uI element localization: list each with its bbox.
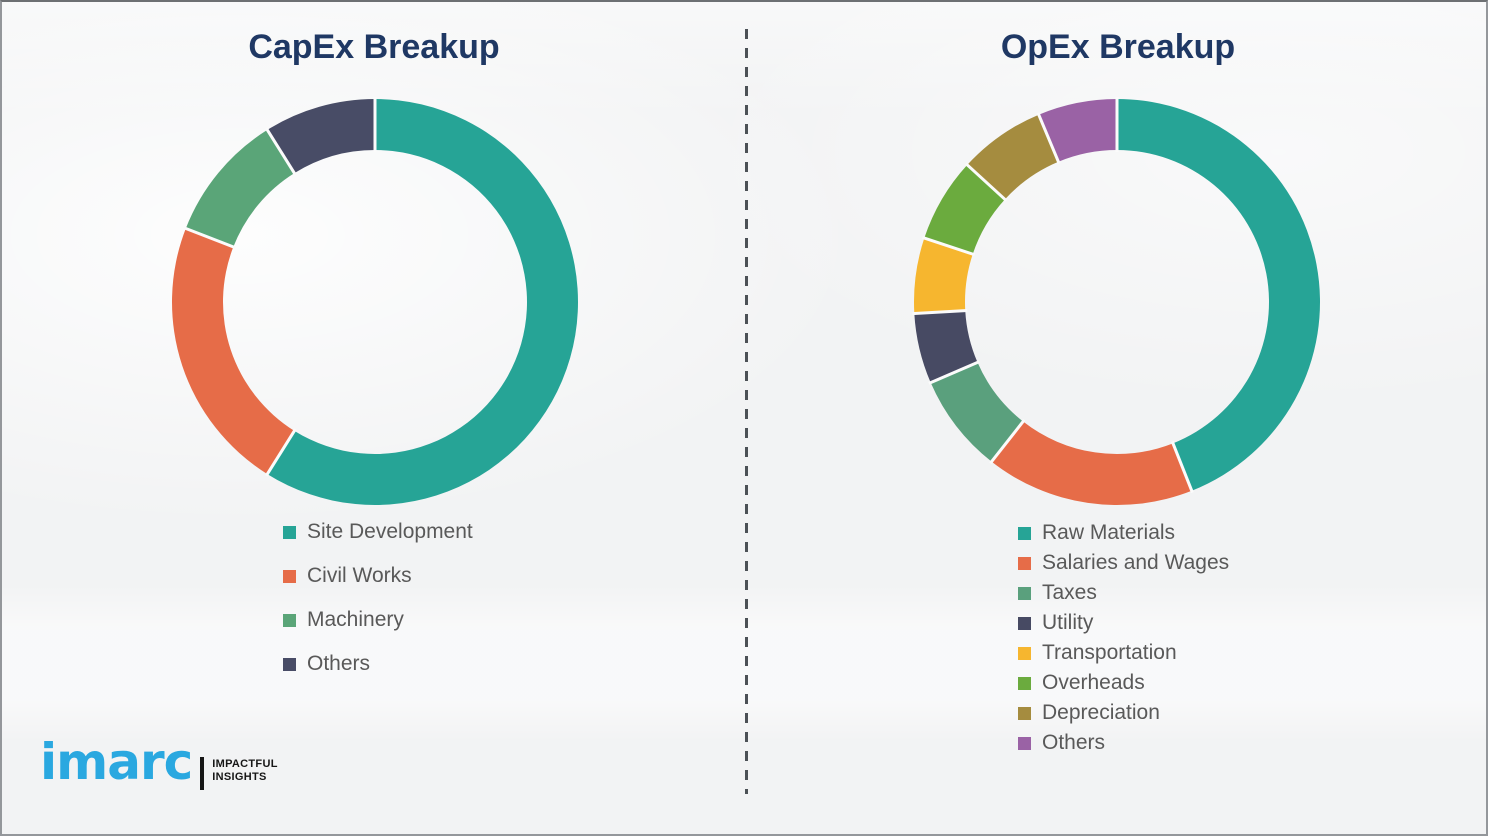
segment-separator: [964, 162, 1008, 202]
donut-segment-raw-materials: [1117, 99, 1320, 491]
imarc-logo: imarc IMPACTFUL INSIGHTS: [40, 736, 278, 790]
legend-label: Machinery: [307, 608, 404, 631]
donut-segment-site-development: [267, 99, 579, 505]
legend-label: Depreciation: [1042, 701, 1160, 724]
legend-item-others: Others: [1018, 728, 1229, 758]
segment-separator: [928, 360, 980, 385]
legend-swatch: [1018, 586, 1031, 600]
legend-swatch: [283, 525, 296, 539]
donut-segment-others: [267, 99, 375, 174]
legend-item-salaries-and-wages: Salaries and Wages: [1018, 548, 1229, 578]
legend-label: Site Development: [307, 520, 473, 543]
legend-item-overheads: Overheads: [1018, 668, 1229, 698]
legend-label: Utility: [1042, 611, 1094, 634]
tagline-line-2: INSIGHTS: [212, 771, 267, 783]
legend-swatch: [1018, 706, 1031, 720]
legend-label: Others: [1042, 731, 1106, 754]
legend-swatch: [283, 657, 296, 671]
legend-swatch: [283, 569, 296, 583]
capex-chart-title: CapEx Breakup: [248, 28, 500, 66]
donut-segment-salaries-and-wages: [991, 421, 1192, 506]
donut-segment-depreciation: [967, 114, 1059, 200]
legend-swatch: [1018, 556, 1031, 570]
segment-separator: [1036, 112, 1061, 165]
donut-segment-utility: [914, 310, 978, 383]
segment-separator: [264, 127, 297, 176]
legend-item-taxes: Taxes: [1018, 578, 1229, 608]
legend-label: Salaries and Wages: [1042, 551, 1230, 574]
donut-segment-taxes: [930, 362, 1024, 462]
opex-legend: Raw Materials Salaries and Wages Taxes Util…: [1018, 518, 1229, 758]
legend-swatch: [1018, 736, 1031, 750]
donut-segment-machinery: [185, 129, 295, 247]
legend-item-site-development: Site Development: [283, 510, 473, 554]
legend-label: Taxes: [1042, 581, 1097, 604]
legend-item-civil-works: Civil Works: [283, 554, 473, 598]
legend-item-utility: Utility: [1018, 608, 1229, 638]
legend-item-raw-materials: Raw Materials: [1018, 518, 1229, 548]
legend-swatch: [283, 613, 296, 627]
vertical-dashed-divider: [745, 29, 748, 794]
legend-item-others: Others: [283, 642, 473, 686]
segment-separator: [183, 226, 236, 250]
donut-segment-civil-works: [172, 228, 295, 475]
segment-separator: [921, 236, 976, 257]
tagline-line-1: IMPACTFUL: [212, 758, 278, 770]
legend-label: Transportation: [1042, 641, 1177, 664]
opex-chart-title: OpEx Breakup: [1000, 28, 1236, 66]
logo-divider-bar: [200, 757, 205, 790]
legend-label: Raw Materials: [1042, 521, 1176, 544]
legend-label: Others: [307, 652, 371, 675]
segment-separator: [912, 308, 968, 316]
logo-tagline: IMPACTFUL INSIGHTS: [212, 758, 277, 784]
legend-swatch: [1018, 526, 1031, 540]
donut-segment-overheads: [924, 164, 1005, 255]
legend-swatch: [1018, 616, 1031, 630]
capex-legend: Site Development Civil Works Machinery Othe…: [283, 510, 473, 686]
donut-segment-transportation: [914, 238, 973, 314]
donut-segment-others: [1038, 99, 1117, 162]
opex-donut-chart: [912, 97, 1320, 506]
legend-swatch: [1018, 676, 1031, 690]
imarc-logo-text: imarc: [40, 733, 193, 791]
segment-separator: [1170, 440, 1194, 494]
segment-separator: [264, 428, 297, 477]
legend-swatch: [1018, 646, 1031, 660]
capex-donut-chart: [172, 97, 579, 505]
segment-separator: [989, 419, 1026, 465]
legend-item-depreciation: Depreciation: [1018, 698, 1229, 728]
legend-item-machinery: Machinery: [283, 598, 473, 642]
legend-item-transportation: Transportation: [1018, 638, 1229, 668]
legend-label: Overheads: [1042, 671, 1145, 694]
legend-label: Civil Works: [307, 564, 412, 587]
